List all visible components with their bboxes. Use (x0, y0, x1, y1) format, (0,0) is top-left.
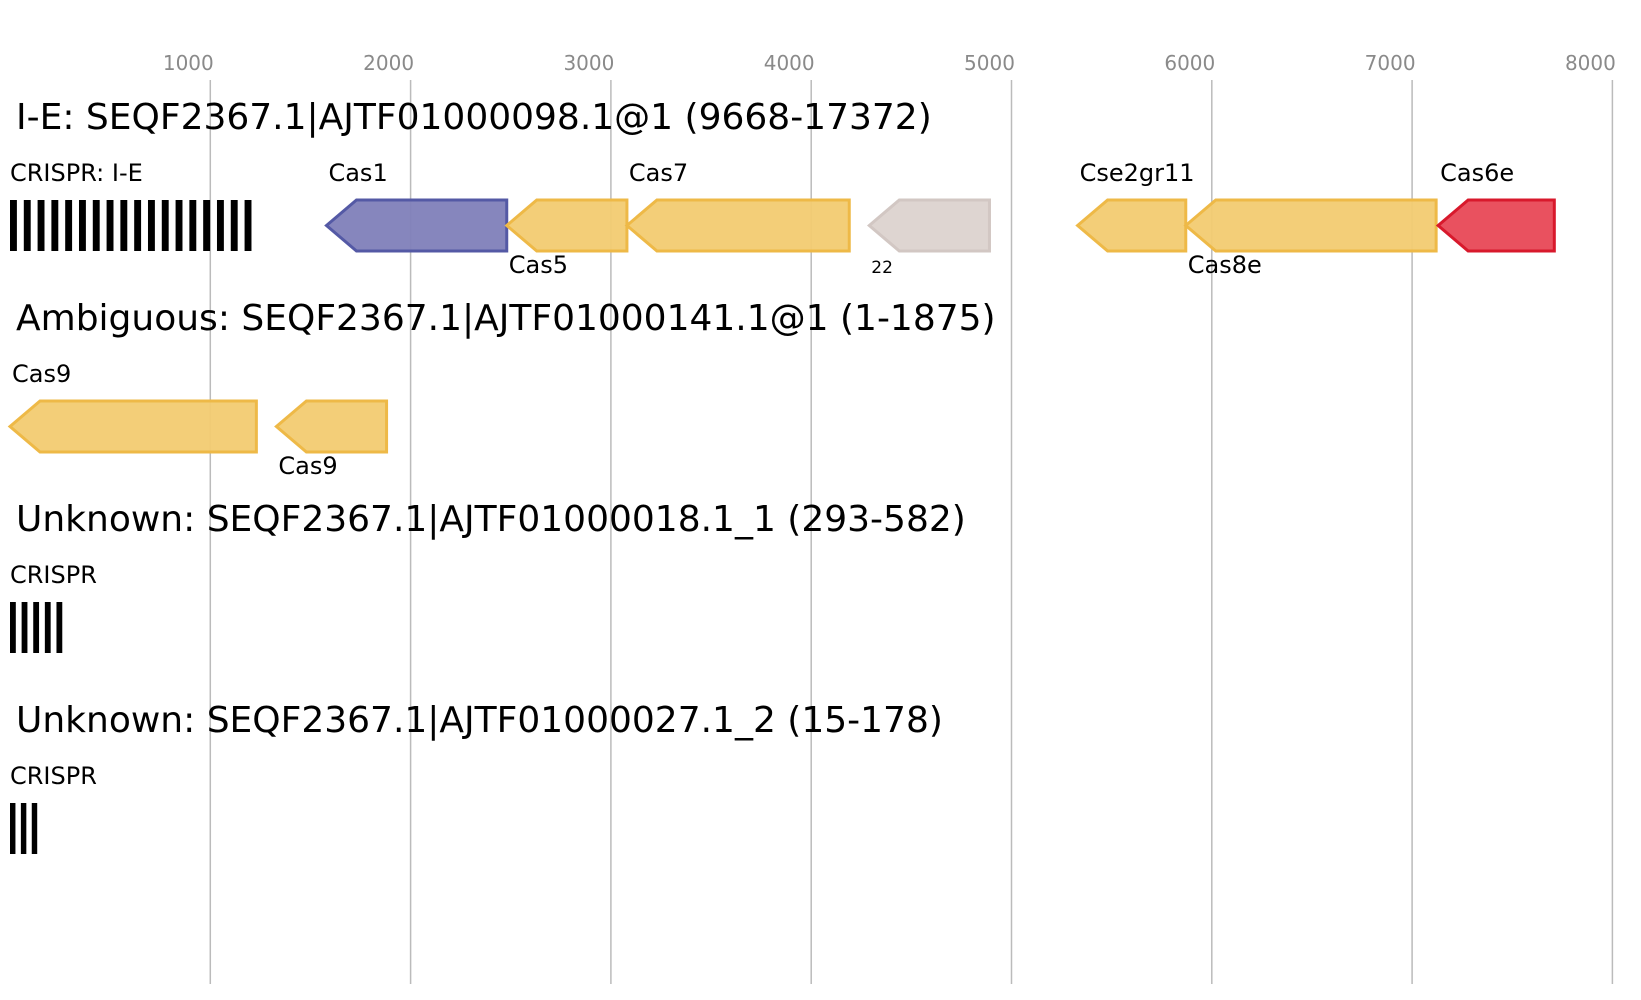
crispr-repeat (20, 803, 27, 854)
gene-label: Cas9 (12, 360, 71, 388)
crispr-repeat (51, 200, 59, 251)
gene-arrow (504, 198, 629, 253)
crispr-repeat (216, 200, 224, 251)
crispr-repeat (161, 200, 169, 251)
crispr-array (10, 200, 252, 251)
track-title: Unknown: SEQF2367.1|AJTF01000027.1_2 (15… (16, 700, 943, 741)
crispr-repeat (33, 602, 40, 653)
axis-tick-label: 6000 (1164, 51, 1215, 75)
crispr-label: CRISPR: I-E (10, 159, 143, 187)
gene-label: Cas1 (328, 159, 387, 187)
crispr-repeat (134, 200, 142, 251)
gene-label: Cse2gr11 (1080, 159, 1195, 187)
crispr-repeat (203, 200, 211, 251)
crispr-repeat (244, 200, 252, 251)
gene-label: Cas7 (629, 159, 688, 187)
crispr-repeat (31, 803, 38, 854)
crispr-repeat (230, 200, 238, 251)
axis-tick-label: 1000 (163, 51, 214, 75)
crispr-repeat (44, 602, 51, 653)
crispr-repeat (23, 200, 31, 251)
axis-tick-label: 3000 (563, 51, 614, 75)
track-title: I-E: SEQF2367.1|AJTF01000098.1@1 (9668-1… (16, 97, 932, 138)
crispr-repeat (175, 200, 183, 251)
crispr-repeat (189, 200, 197, 251)
axis-tick-label: 4000 (764, 51, 815, 75)
crispr-repeat (106, 200, 114, 251)
axis-tick-label: 2000 (363, 51, 414, 75)
axis-tick-label: 8000 (1565, 51, 1616, 75)
crispr-repeat (37, 200, 45, 251)
crispr-label: CRISPR (10, 561, 97, 589)
gene-arrow (624, 198, 851, 253)
locus-track: Ambiguous: SEQF2367.1|AJTF01000141.1@1 (… (7, 298, 996, 480)
crispr-repeat (21, 602, 28, 653)
crispr-array (10, 602, 63, 653)
locus-track: I-E: SEQF2367.1|AJTF01000098.1@1 (9668-1… (10, 97, 1556, 279)
crispr-repeat (78, 200, 86, 251)
gene-label: Cas6e (1440, 159, 1514, 187)
gene-arrow (324, 198, 509, 253)
crispr-repeat (10, 602, 16, 653)
gene-label: Cas8e (1188, 251, 1262, 279)
crispr-repeat (56, 602, 63, 653)
track-title: Unknown: SEQF2367.1|AJTF01000018.1_1 (29… (16, 499, 966, 540)
gene-arrow (7, 399, 258, 454)
gene-arrow (274, 399, 389, 454)
axis-tick-label: 7000 (1365, 51, 1416, 75)
crispr-repeat (120, 200, 128, 251)
gene-label: 22 (871, 258, 893, 278)
locus-track: Unknown: SEQF2367.1|AJTF01000027.1_2 (15… (10, 700, 943, 854)
crispr-label: CRISPR (10, 762, 97, 790)
crispr-repeat (10, 200, 17, 251)
crispr-repeat (65, 200, 73, 251)
axis-gridlines: 1000 2000 3000 4000 5000 6000 7000 8000 (163, 51, 1616, 984)
crispr-repeat (10, 803, 16, 854)
crispr-array (10, 803, 38, 854)
track-title: Ambiguous: SEQF2367.1|AJTF01000141.1@1 (… (16, 298, 996, 339)
gene-arrow (1075, 198, 1188, 253)
gene-arrow (866, 198, 991, 253)
gene-arrow (1183, 198, 1438, 253)
gene-label: Cas9 (278, 452, 337, 480)
locus-tracks: I-E: SEQF2367.1|AJTF01000098.1@1 (9668-1… (7, 97, 1556, 854)
gene-arrow (1435, 198, 1556, 253)
crispr-repeat (92, 200, 100, 251)
locus-track: Unknown: SEQF2367.1|AJTF01000018.1_1 (29… (10, 499, 966, 653)
gene-label: Cas5 (509, 251, 568, 279)
crispr-repeat (147, 200, 155, 251)
axis-tick-label: 5000 (964, 51, 1015, 75)
